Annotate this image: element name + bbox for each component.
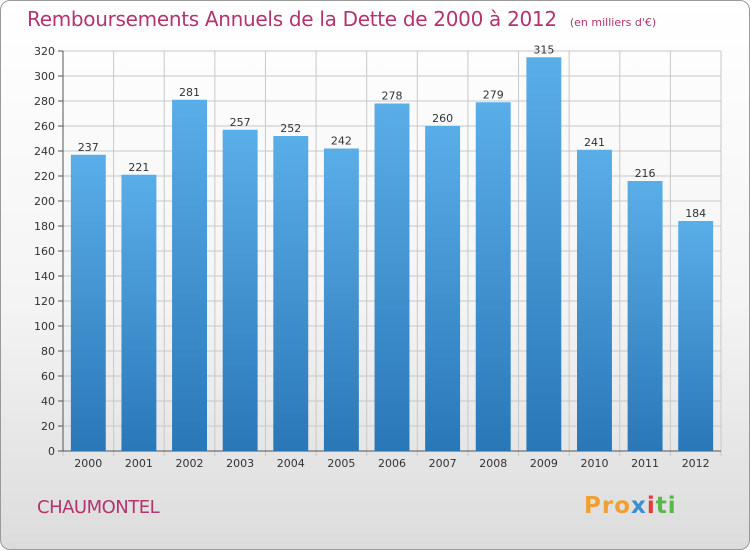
bar-2009 [526,57,562,451]
bar-2008 [475,102,511,451]
bar-2006 [374,103,410,451]
x-tick-label-2011: 2011 [631,457,659,470]
x-tick-label-2001: 2001 [125,457,153,470]
y-tick-label: 100 [34,320,55,333]
bar-2002 [172,99,208,451]
title-row: Remboursements Annuels de la Dette de 20… [27,7,656,31]
y-tick-label: 0 [48,445,55,458]
y-tick-label: 180 [34,220,55,233]
x-tick-label-2008: 2008 [479,457,507,470]
x-tick-label-2002: 2002 [176,457,204,470]
data-label-2004: 252 [280,122,301,135]
y-tick-label: 160 [34,245,55,258]
data-label-2000: 237 [78,141,99,154]
bar-2004 [273,136,309,451]
y-tick-label: 300 [34,70,55,83]
y-tick-label: 120 [34,295,55,308]
y-tick-label: 140 [34,270,55,283]
data-label-2012: 184 [685,207,706,220]
bar-2007 [425,126,461,451]
x-tick-label-2012: 2012 [682,457,710,470]
data-label-2007: 260 [432,112,453,125]
bar-2012 [678,221,714,451]
data-label-2002: 281 [179,86,200,99]
data-label-2008: 279 [483,88,504,101]
logo-part-4: ti [655,493,677,519]
data-label-2009: 315 [533,43,554,56]
x-tick-label-2007: 2007 [429,457,457,470]
x-tick-label-2009: 2009 [530,457,558,470]
y-tick-label: 200 [34,195,55,208]
x-tick-label-2005: 2005 [327,457,355,470]
logo-part-1: Pro [584,493,632,519]
y-tick-label: 20 [41,420,55,433]
x-tick-label-2006: 2006 [378,457,406,470]
y-tick-label: 280 [34,95,55,108]
bars [70,57,714,451]
x-tick-label-2010: 2010 [580,457,608,470]
data-label-2003: 257 [230,116,251,129]
y-tick-label: 240 [34,145,55,158]
data-label-2010: 241 [584,136,605,149]
bar-2010 [576,149,612,451]
commune-name: CHAUMONTEL [37,497,160,518]
logo-part-2: x [631,493,647,519]
data-label-2011: 216 [635,167,656,180]
data-label-2006: 278 [382,90,403,103]
y-tick-label: 80 [41,345,55,358]
logo-part-3: i [646,493,656,519]
y-tick-label: 260 [34,120,55,133]
bar-2005 [323,148,359,451]
labels: 0 20 40 60 80 100 120 140 160 180 200 220 240 260 280 3… [34,43,710,470]
x-tick-label-2003: 2003 [226,457,254,470]
x-tick-label-2000: 2000 [74,457,102,470]
proxiti-logo[interactable]: Proxiti [584,493,677,519]
bar-2003 [222,129,258,451]
bar-2000 [70,154,106,451]
y-tick-label: 40 [41,395,55,408]
data-label-2001: 221 [128,161,149,174]
y-tick-label: 220 [34,170,55,183]
y-tick-label: 60 [41,370,55,383]
bar-2001 [121,174,157,451]
data-label-2005: 242 [331,135,352,148]
chart-subtitle: (en milliers d'€) [569,16,657,29]
bar-2011 [627,181,663,451]
chart-title: Remboursements Annuels de la Dette de 20… [27,7,557,31]
y-tick-label: 320 [34,45,55,58]
x-tick-label-2004: 2004 [277,457,305,470]
